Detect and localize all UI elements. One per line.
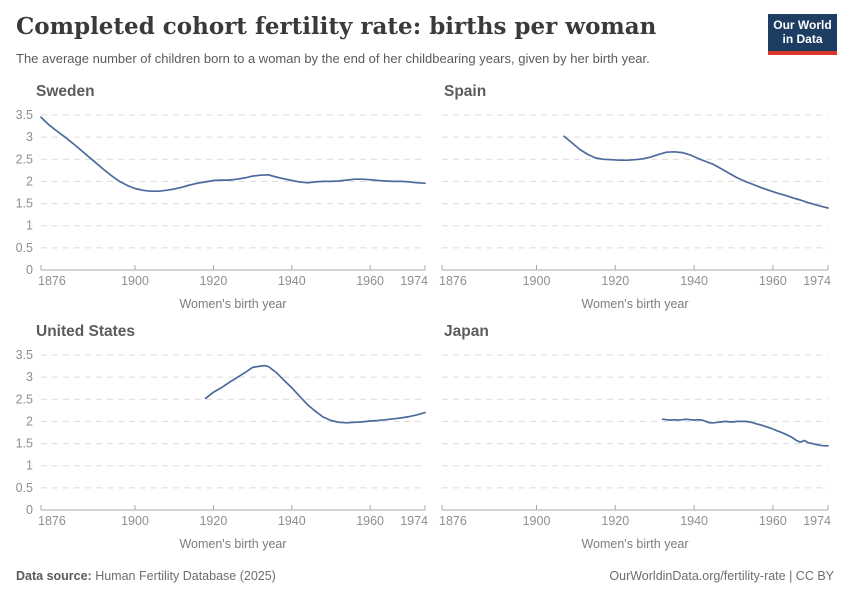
x-tick-label: 1900 [523,274,551,288]
x-tick-label: 1900 [523,514,551,528]
y-tick-label: 0.5 [16,241,33,255]
x-tick-label: 1960 [356,274,384,288]
x-tick-label: 1960 [759,514,787,528]
japan-plot: 1876 1900 1920 1940 1960 1974 Women's birth ye… [439,354,831,551]
x-tick-label: 1974 [803,514,831,528]
y-tick-label: 1.5 [16,197,33,211]
x-tick-label: 1920 [601,274,629,288]
y-tick-label: 0 [26,263,33,277]
sweden-plot: 1876 1900 1920 1940 1960 1974 0 0.5 1 1.5 2 2.5 3 3.5… [16,108,428,311]
y-tick-label: 1 [26,219,33,233]
y-tick-label: 1 [26,459,33,473]
y-tick-label: 3.5 [16,348,33,362]
spain-plot: 1876 1900 1920 1940 1960 1974 Women's birth ye… [439,114,831,311]
x-tick-label: 1940 [680,274,708,288]
data-source-label: Data source: [16,569,92,583]
x-axis-title: Women's birth year [581,537,688,551]
owid-logo: Our World in Data [768,14,837,55]
united-states-plot: 1876 1900 1920 1940 1960 1974 0 0.5 1 1.5 2 2.5 3 3.5… [16,348,428,551]
y-tick-label: 3 [26,370,33,384]
fertility-line [204,364,426,424]
y-tick-label: 3 [26,130,33,144]
fertility-line [563,135,829,209]
page-subtitle: The average number of children born to a… [16,51,650,66]
x-tick-label: 1974 [400,514,428,528]
x-tick-label: 1960 [356,514,384,528]
x-tick-label: 1920 [601,514,629,528]
x-tick-label: 1920 [199,514,227,528]
y-tick-label: 2.5 [16,152,33,166]
chart-title-united-states: United States [36,323,136,340]
x-tick-label: 1876 [439,514,467,528]
owid-logo-line2: in Data [782,32,823,46]
fertility-line [40,116,426,193]
owid-logo-line1: Our World [773,18,832,32]
x-tick-label: 1900 [121,274,149,288]
x-tick-label: 1940 [278,274,306,288]
x-axis-title: Women's birth year [179,537,286,551]
x-tick-label: 1876 [38,514,66,528]
y-tick-label: 0.5 [16,481,33,495]
data-source-text: Human Fertility Database (2025) [91,569,276,583]
chart-title-sweden: Sweden [36,83,95,100]
y-tick-label: 0 [26,503,33,517]
x-tick-label: 1974 [400,274,428,288]
chart-title-spain: Spain [444,83,487,100]
x-tick-label: 1920 [199,274,227,288]
x-tick-label: 1900 [121,514,149,528]
x-tick-label: 1974 [803,274,831,288]
x-tick-label: 1960 [759,274,787,288]
x-tick-label: 1940 [278,514,306,528]
chart-title-japan: Japan [444,323,489,340]
y-tick-label: 1.5 [16,437,33,451]
x-axis-title: Women's birth year [179,297,286,311]
x-axis-title: Women's birth year [581,297,688,311]
page-title: Completed cohort fertility rate: births … [16,13,657,40]
x-tick-label: 1940 [680,514,708,528]
y-tick-label: 2.5 [16,392,33,406]
x-tick-label: 1876 [439,274,467,288]
fertility-line [661,418,829,447]
y-tick-label: 2 [26,174,33,188]
attribution-note: OurWorldinData.org/fertility-rate | CC B… [609,569,834,583]
y-tick-label: 3.5 [16,108,33,122]
x-tick-label: 1876 [38,274,66,288]
y-tick-label: 2 [26,414,33,428]
data-source-note: Data source: Human Fertility Database (2… [16,569,276,583]
